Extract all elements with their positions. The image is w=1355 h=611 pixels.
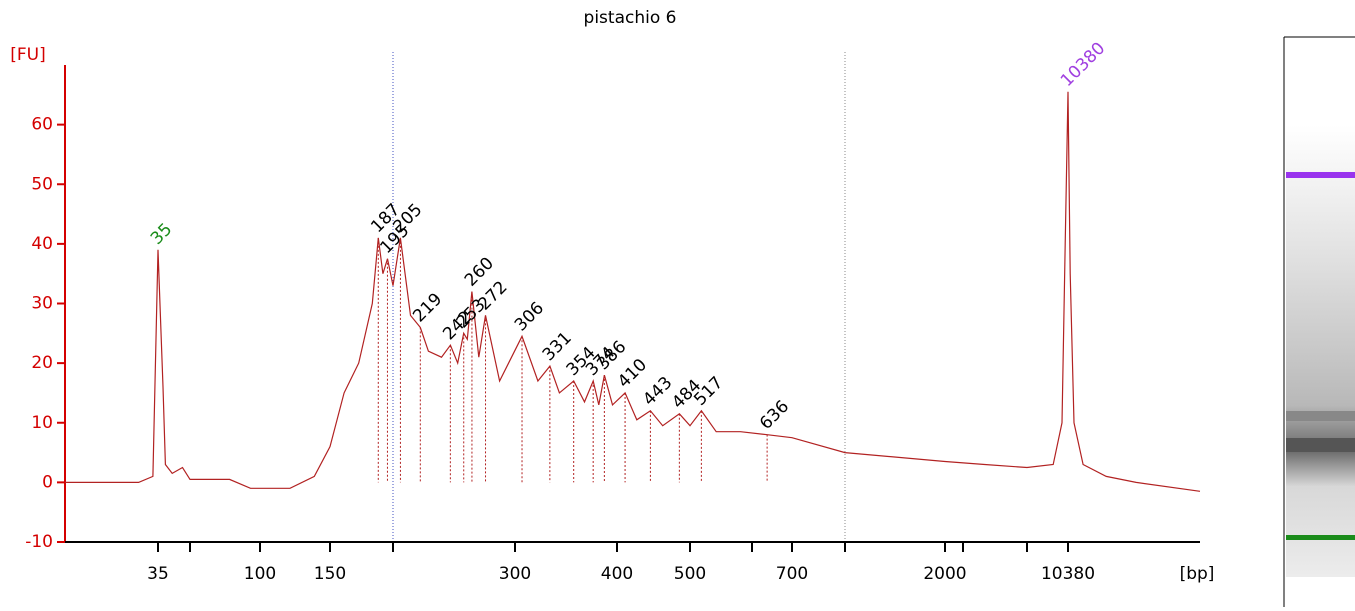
y-axis-label: [FU] <box>10 45 46 65</box>
y-tick-label: 40 <box>31 234 53 254</box>
x-tick-label: 10380 <box>1041 564 1095 584</box>
x-tick-label: 35 <box>147 564 169 584</box>
peak-label: 636 <box>756 397 793 434</box>
y-tick-label: -10 <box>25 532 53 552</box>
peak-label: 517 <box>690 373 727 410</box>
gel-lane <box>1283 36 1355 607</box>
x-tick-label: 500 <box>674 564 706 584</box>
peak-label: 10380 <box>1057 39 1109 91</box>
x-tick-label: 2000 <box>923 564 966 584</box>
gel-band <box>1286 411 1355 421</box>
x-axis-label: [bp] <box>1180 564 1215 584</box>
gel-marker <box>1286 535 1355 540</box>
y-tick-label: 30 <box>31 294 53 314</box>
y-tick-label: 10 <box>31 413 53 433</box>
x-tick-label: 400 <box>601 564 633 584</box>
x-tick-label: 700 <box>776 564 808 584</box>
chart-title: pistachio 6 <box>584 8 677 28</box>
y-tick-label: 20 <box>31 353 53 373</box>
trace-line <box>65 91 1201 492</box>
peak-label: 35 <box>147 219 176 248</box>
gel-marker <box>1286 172 1355 178</box>
x-tick-label: 150 <box>314 564 346 584</box>
y-tick-label: 50 <box>31 174 53 194</box>
peak-label: 443 <box>639 373 676 410</box>
y-tick-label: 0 <box>42 472 53 492</box>
x-tick-label: 300 <box>499 564 531 584</box>
y-tick-label: 60 <box>31 115 53 135</box>
gel-band <box>1286 438 1355 452</box>
x-tick-label: 100 <box>244 564 276 584</box>
gel-band <box>1286 125 1355 577</box>
peak-label: 306 <box>511 298 548 335</box>
